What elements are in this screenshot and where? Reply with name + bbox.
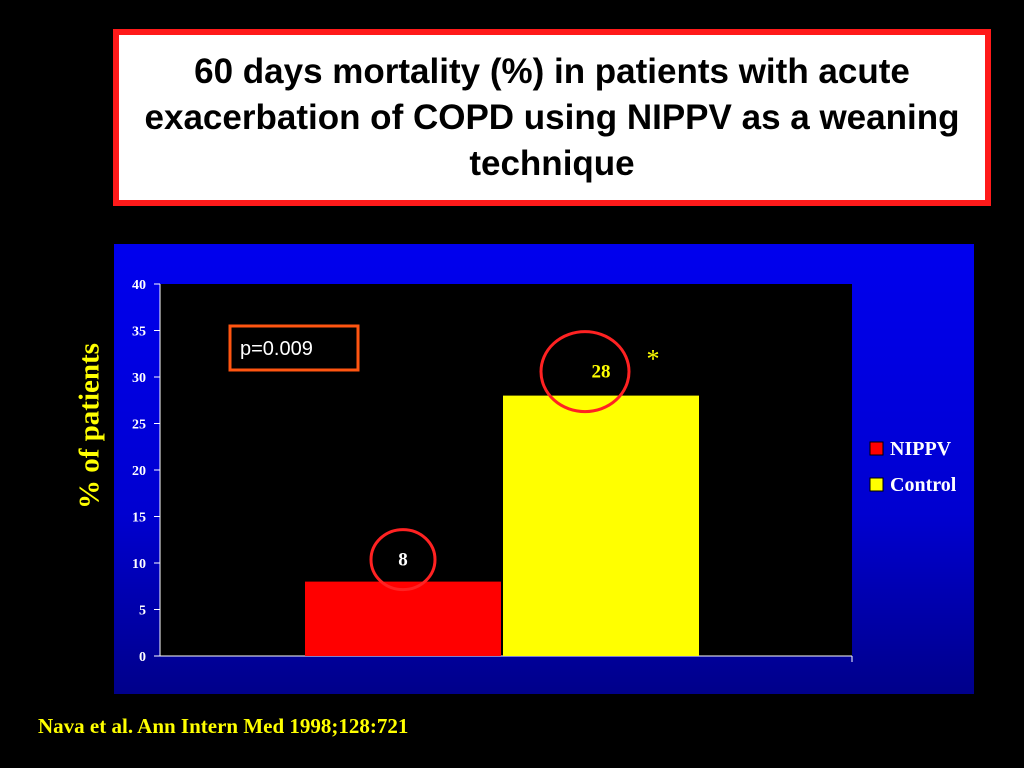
y-tick-label: 30 — [132, 371, 146, 386]
significance-marker: * — [647, 345, 660, 374]
y-tick-label: 15 — [132, 511, 146, 526]
legend-label-nippv: NIPPV — [890, 438, 952, 460]
data-label-control: 28 — [592, 362, 611, 383]
y-tick-label: 25 — [132, 418, 146, 433]
y-tick-label: 35 — [132, 325, 146, 340]
chart-panel: 0 5 10 15 20 25 30 35 40 8 28 * p=0.009 NIPPV Control — [114, 244, 974, 694]
y-tick-label: 0 — [139, 650, 146, 665]
y-tick-label: 40 — [132, 278, 146, 293]
y-axis-label: % of patients — [73, 343, 106, 509]
legend-label-control: Control — [890, 474, 957, 496]
source-citation: Nava et al. Ann Intern Med 1998;128:721 — [38, 714, 409, 738]
highlight-circle — [539, 330, 631, 414]
legend-swatch-control — [869, 477, 884, 492]
data-label-nippv: 8 — [398, 550, 408, 571]
legend-swatch-nippv — [869, 441, 884, 456]
bar-nippv — [305, 581, 501, 656]
highlight-circle — [369, 528, 437, 592]
y-tick-label: 5 — [139, 604, 146, 619]
p-value-box — [228, 324, 360, 372]
title-box: 60 days mortality (%) in patients with a… — [113, 29, 991, 206]
p-value-label: p=0.009 — [240, 338, 313, 360]
bar-chart: 0 5 10 15 20 25 30 35 40 8 28 * p=0.009 NIPPV Control — [132, 278, 957, 665]
slide-title: 60 days mortality (%) in patients with a… — [144, 51, 960, 183]
y-tick-label: 10 — [132, 557, 146, 572]
y-tick-label: 20 — [132, 464, 146, 479]
bar-control — [503, 395, 699, 656]
